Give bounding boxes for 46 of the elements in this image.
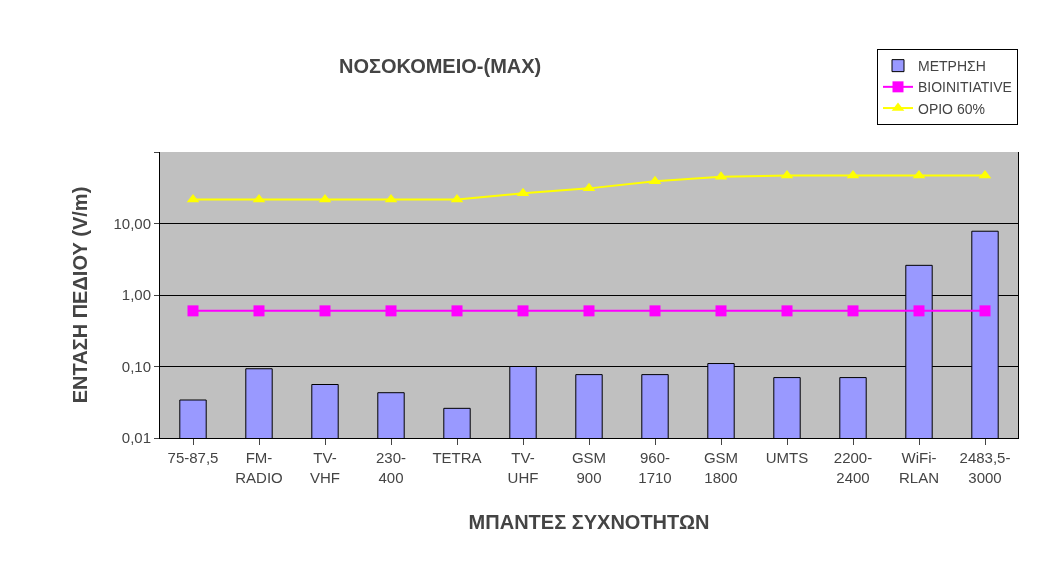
point bbox=[913, 305, 925, 317]
point bbox=[582, 182, 596, 192]
x-axis-title: ΜΠΑΝΤΕΣ ΣΥΧΝΟΤΗΤΩΝ bbox=[468, 511, 710, 533]
legend-label: BIOINITIATIVE bbox=[918, 79, 1012, 96]
x-tick-label: 2483,5- 3000 bbox=[959, 449, 1011, 486]
x-tick-label: FM- RADIO bbox=[235, 449, 283, 486]
point bbox=[318, 193, 332, 203]
x-tick-label: UMTS bbox=[765, 449, 809, 466]
x-tick-label: GSM 900 bbox=[571, 449, 607, 486]
x-tick-label: 2200- 2400 bbox=[833, 449, 873, 486]
point bbox=[384, 193, 398, 203]
point bbox=[252, 193, 266, 203]
point bbox=[253, 305, 265, 317]
y-tick-label: 0,10 bbox=[121, 357, 151, 375]
point bbox=[846, 169, 860, 179]
legend-label: ΟΡΙΟ 60% bbox=[918, 100, 985, 117]
point bbox=[583, 305, 595, 317]
point bbox=[979, 305, 991, 317]
point bbox=[781, 305, 793, 317]
point bbox=[450, 193, 464, 203]
chart-title: ΝΟΣΟΚΟΜΕΙΟ-(MAX) bbox=[339, 54, 542, 77]
y-axis-title: ΕΝΤΑΣΗ ΠΕΔΙΟΥ (V/m) bbox=[68, 186, 91, 404]
point bbox=[385, 305, 397, 317]
point bbox=[451, 305, 463, 317]
point bbox=[517, 305, 529, 317]
legend-label: ΜΕΤΡΗΣΗ bbox=[918, 58, 986, 75]
x-tick-label: TV- UHF bbox=[507, 449, 539, 486]
x-tick-label: 230- 400 bbox=[375, 449, 407, 486]
point bbox=[912, 169, 926, 179]
point bbox=[319, 305, 331, 317]
point bbox=[978, 169, 992, 179]
x-tick-label: WiFi- RLAN bbox=[898, 449, 940, 486]
x-tick-label: TV- VHF bbox=[310, 449, 340, 486]
point bbox=[715, 305, 727, 317]
y-tick-label: 1,00 bbox=[121, 286, 151, 304]
point bbox=[186, 193, 200, 203]
x-tick-label: TETRA bbox=[432, 449, 482, 466]
y-tick-label: 10,00 bbox=[113, 214, 151, 232]
y-tick-label: 0,01 bbox=[121, 429, 151, 447]
point bbox=[649, 305, 661, 317]
x-tick-label: GSM 1800 bbox=[703, 449, 739, 486]
x-tick-label: 960- 1710 bbox=[638, 449, 672, 486]
point bbox=[847, 305, 859, 317]
point bbox=[187, 305, 199, 317]
point bbox=[780, 169, 794, 179]
x-tick-label: 75-87,5 bbox=[167, 449, 219, 466]
